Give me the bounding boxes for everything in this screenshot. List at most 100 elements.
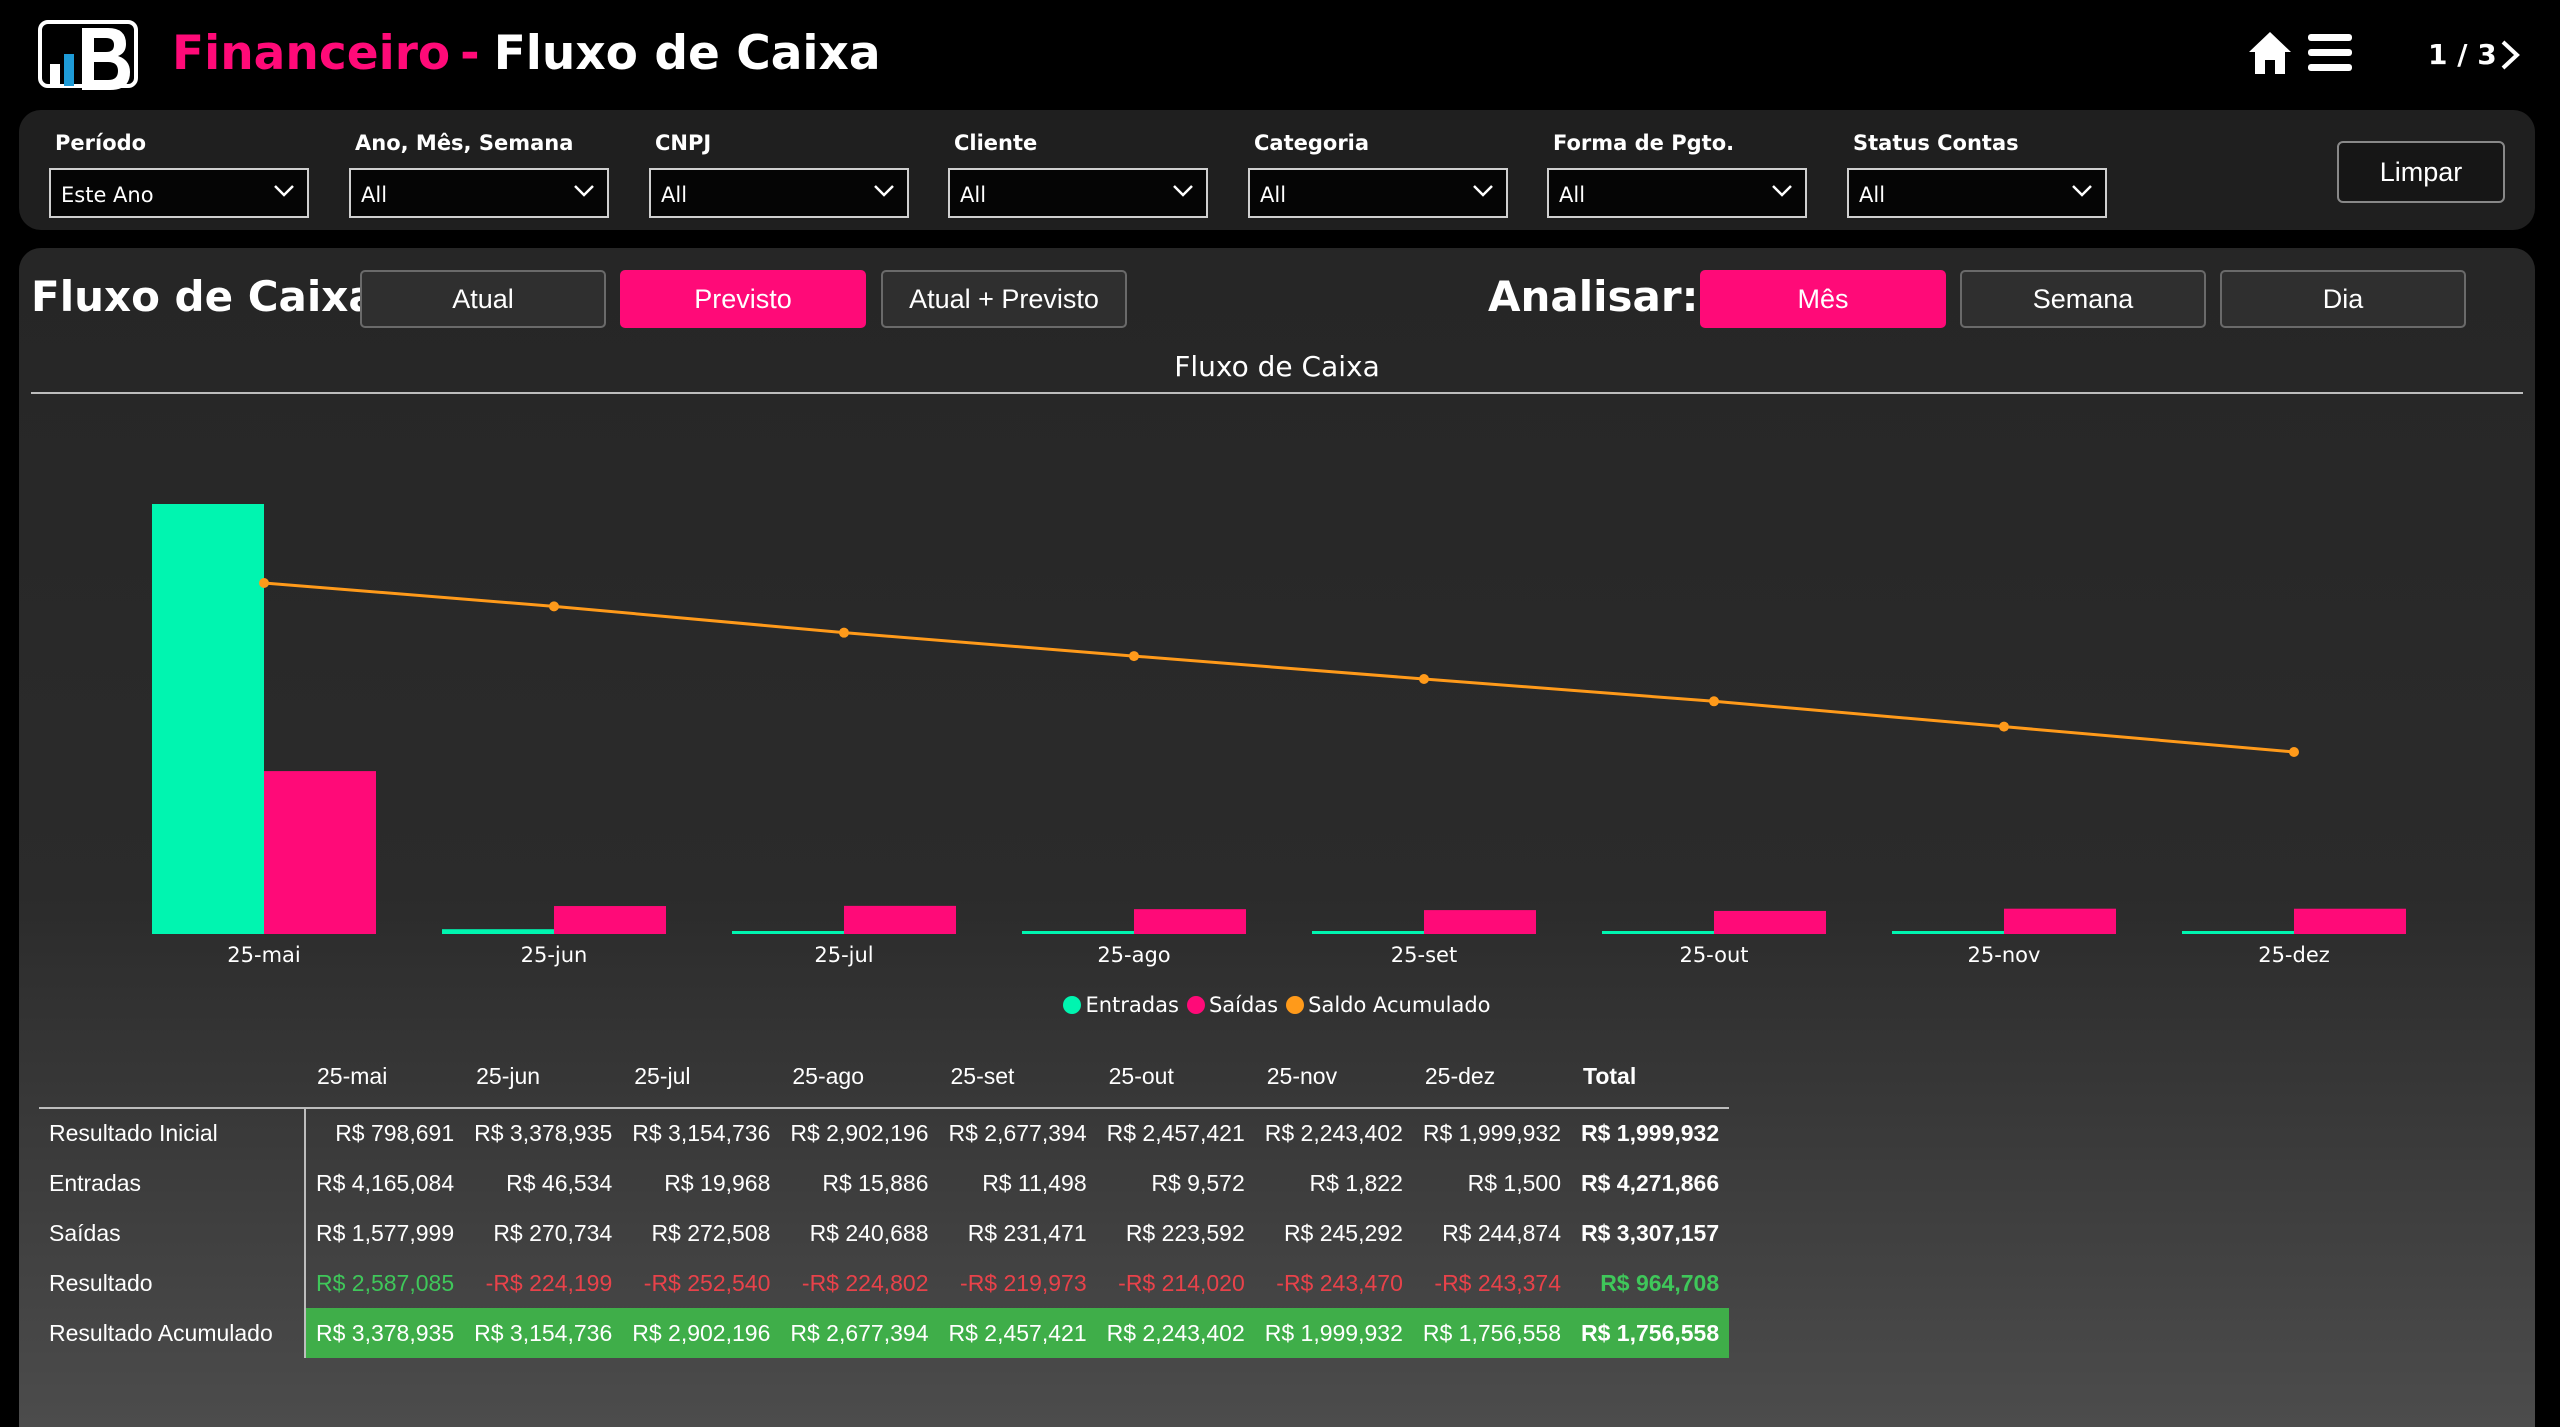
table-cell: R$ 1,999,932 bbox=[1254, 1308, 1413, 1358]
bar-saidas-25-out[interactable] bbox=[1714, 910, 1826, 934]
bar-entradas-25-nov[interactable] bbox=[1892, 931, 2004, 934]
filter-label: Status Contas bbox=[1853, 131, 2019, 155]
bar-saidas-25-jul[interactable] bbox=[844, 905, 956, 934]
table-cell: R$ 1,500 bbox=[1467, 1169, 1561, 1196]
legend-item-saldo-acumulado[interactable]: Saldo Acumulado bbox=[1286, 993, 1491, 1017]
chevron-right-icon[interactable] bbox=[2498, 38, 2522, 72]
legend-label: Entradas bbox=[1085, 993, 1179, 1017]
x-tick-label: 25-dez bbox=[2258, 943, 2330, 967]
x-tick-label: 25-ago bbox=[1097, 943, 1170, 967]
main-panel: Fluxo de Caixa: Atual Previsto Atual + P… bbox=[19, 248, 2535, 1427]
menu-icon[interactable] bbox=[2308, 32, 2352, 74]
table-cell: R$ 19,968 bbox=[664, 1169, 771, 1196]
status-contas-dropdown[interactable]: All bbox=[1847, 168, 2107, 218]
bar-entradas-25-jun[interactable] bbox=[442, 929, 554, 934]
bar-saidas-25-set[interactable] bbox=[1424, 910, 1536, 934]
title-sub: Fluxo de Caixa bbox=[493, 26, 881, 81]
table-cell: R$ 2,457,421 bbox=[938, 1308, 1097, 1358]
row-label: Entradas bbox=[39, 1158, 306, 1208]
table-cell: R$ 9,572 bbox=[1151, 1169, 1245, 1196]
analyze-option-dia[interactable]: Dia bbox=[2220, 270, 2466, 328]
bar-entradas-25-jul[interactable] bbox=[732, 931, 844, 934]
title-separator: - bbox=[460, 26, 480, 81]
filter-ano-mes-semana: Ano, Mês, Semana All bbox=[349, 128, 609, 218]
bar-saidas-25-jun[interactable] bbox=[554, 906, 666, 934]
table-cell: R$ 3,154,736 bbox=[464, 1308, 623, 1358]
forma-pgto-dropdown[interactable]: All bbox=[1547, 168, 1807, 218]
bar-entradas-25-ago[interactable] bbox=[1022, 931, 1134, 934]
point-saldo-acumulado-25-mai[interactable] bbox=[259, 578, 269, 588]
cash-flow-table: 25-mai 25-jun 25-jul 25-ago 25-set 25-out 25-n… bbox=[39, 1046, 1730, 1358]
filter-label: Período bbox=[55, 131, 147, 155]
periodo-dropdown[interactable]: Este Ano bbox=[49, 168, 309, 218]
table-column-header[interactable]: 25-jun bbox=[476, 1063, 541, 1089]
home-icon[interactable] bbox=[2248, 30, 2292, 76]
bar-entradas-25-set[interactable] bbox=[1312, 931, 1424, 934]
table-cell: R$ 1,756,558 bbox=[1412, 1308, 1571, 1358]
filter-label: Categoria bbox=[1254, 131, 1370, 155]
point-saldo-acumulado-25-jul[interactable] bbox=[839, 627, 849, 638]
analyze-option-mes[interactable]: Mês bbox=[1700, 270, 1946, 328]
table-column-header[interactable]: Total bbox=[1583, 1063, 1637, 1089]
point-saldo-acumulado-25-nov[interactable] bbox=[1999, 721, 2009, 732]
bar-saidas-25-dez[interactable] bbox=[2294, 908, 2406, 934]
filter-periodo: Período Este Ano bbox=[49, 128, 309, 218]
categoria-dropdown[interactable]: All bbox=[1248, 168, 1508, 218]
legend-item-saidas[interactable]: Saídas bbox=[1186, 993, 1279, 1017]
point-saldo-acumulado-25-jun[interactable] bbox=[549, 601, 559, 612]
bar-entradas-25-mai[interactable] bbox=[152, 504, 264, 934]
ano-mes-semana-dropdown[interactable]: All bbox=[349, 168, 609, 218]
bar-saidas-25-mai[interactable] bbox=[264, 771, 376, 934]
cnpj-dropdown[interactable]: All bbox=[649, 168, 909, 218]
filter-label: Ano, Mês, Semana bbox=[355, 131, 574, 155]
row-label: Resultado Acumulado bbox=[39, 1308, 306, 1358]
point-saldo-acumulado-25-set[interactable] bbox=[1419, 673, 1429, 684]
line-saldo-acumulado[interactable] bbox=[263, 581, 2295, 754]
table-cell: -R$ 243,374 bbox=[1434, 1269, 1561, 1296]
table-row: Saídas R$ 1,577,999 R$ 270,734 R$ 272,508 R$… bbox=[39, 1208, 1729, 1258]
table-row: Entradas R$ 4,165,084 R$ 46,534 R$ 19,968 R$… bbox=[39, 1158, 1729, 1208]
x-tick-label: 25-set bbox=[1391, 943, 1457, 967]
table-cell: R$ 2,243,402 bbox=[1096, 1308, 1255, 1358]
table-cell: R$ 2,457,421 bbox=[1106, 1120, 1245, 1146]
table-cell: R$ 1,756,558 bbox=[1571, 1308, 1730, 1358]
flow-option-atual-previsto[interactable]: Atual + Previsto bbox=[881, 270, 1127, 328]
filter-categoria: Categoria All bbox=[1248, 128, 1508, 218]
chevron-down-icon bbox=[1772, 185, 1792, 197]
bar-saidas-25-ago[interactable] bbox=[1134, 909, 1246, 934]
company-logo bbox=[38, 20, 138, 90]
table-column-header[interactable]: 25-nov bbox=[1266, 1063, 1338, 1089]
bar-entradas-25-out[interactable] bbox=[1602, 931, 1714, 934]
table-column-header[interactable]: 25-mai bbox=[317, 1063, 388, 1089]
filter-cnpj: CNPJ All bbox=[649, 128, 909, 218]
table-column-header[interactable]: 25-jul bbox=[634, 1063, 691, 1089]
table-cell: R$ 2,587,085 bbox=[316, 1269, 455, 1296]
legend-label: Saldo Acumulado bbox=[1308, 993, 1491, 1017]
table-cell: R$ 2,902,196 bbox=[790, 1120, 929, 1146]
filter-label: Forma de Pgto. bbox=[1553, 131, 1735, 155]
x-tick-label: 25-nov bbox=[1968, 943, 2041, 967]
point-saldo-acumulado-25-ago[interactable] bbox=[1129, 651, 1139, 662]
clear-filters-button[interactable]: Limpar bbox=[2337, 141, 2505, 203]
filter-status-contas: Status Contas All bbox=[1847, 128, 2107, 218]
table-column-header[interactable]: 25-ago bbox=[792, 1063, 864, 1089]
analyze-option-semana[interactable]: Semana bbox=[1960, 270, 2206, 328]
table-cell: R$ 3,154,736 bbox=[632, 1120, 771, 1146]
table-column-header[interactable]: 25-dez bbox=[1424, 1063, 1496, 1089]
legend-item-entradas[interactable]: Entradas bbox=[1063, 993, 1179, 1017]
table-cell: -R$ 252,540 bbox=[643, 1269, 771, 1296]
bar-saidas-25-nov[interactable] bbox=[2004, 908, 2116, 934]
table-column-header[interactable]: 25-out bbox=[1108, 1063, 1174, 1089]
flow-option-atual[interactable]: Atual bbox=[360, 270, 606, 328]
filter-label: Cliente bbox=[954, 131, 1038, 155]
x-tick-label: 25-jul bbox=[814, 943, 873, 967]
table-column-header[interactable]: 25-set bbox=[950, 1063, 1015, 1089]
flow-option-previsto[interactable]: Previsto bbox=[620, 270, 866, 328]
table-cell: R$ 1,999,932 bbox=[1422, 1120, 1561, 1146]
point-saldo-acumulado-25-out[interactable] bbox=[1709, 696, 1719, 707]
dropdown-value: All bbox=[1559, 183, 1586, 207]
bar-entradas-25-dez[interactable] bbox=[2182, 931, 2294, 934]
legend-label: Saídas bbox=[1208, 993, 1279, 1017]
point-saldo-acumulado-25-dez[interactable] bbox=[2289, 747, 2299, 757]
cliente-dropdown[interactable]: All bbox=[948, 168, 1208, 218]
